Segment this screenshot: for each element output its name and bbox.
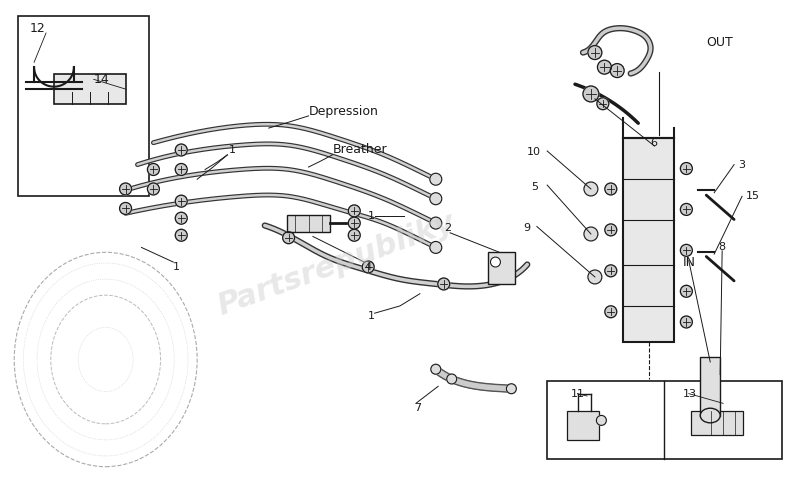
Circle shape xyxy=(119,202,131,215)
Text: 14: 14 xyxy=(94,73,110,86)
Text: Depression: Depression xyxy=(309,104,378,118)
Circle shape xyxy=(605,265,617,277)
Circle shape xyxy=(438,278,450,290)
Circle shape xyxy=(490,257,501,267)
Text: 8: 8 xyxy=(718,243,726,252)
Text: 10: 10 xyxy=(527,147,542,157)
Circle shape xyxy=(348,217,360,229)
Bar xyxy=(286,215,330,232)
Text: 1: 1 xyxy=(229,145,236,155)
Circle shape xyxy=(506,384,516,393)
Circle shape xyxy=(175,212,187,224)
Circle shape xyxy=(147,164,159,175)
Circle shape xyxy=(430,173,442,185)
Text: 2: 2 xyxy=(444,223,451,233)
Circle shape xyxy=(597,98,609,110)
Circle shape xyxy=(681,285,692,297)
Bar xyxy=(54,74,126,104)
Circle shape xyxy=(175,144,187,156)
Bar xyxy=(700,357,720,416)
Text: 1: 1 xyxy=(368,311,375,320)
Circle shape xyxy=(605,183,617,195)
Text: 3: 3 xyxy=(738,160,745,170)
Bar xyxy=(487,252,515,284)
Circle shape xyxy=(681,316,692,328)
Circle shape xyxy=(583,86,599,102)
Text: 11: 11 xyxy=(571,389,585,398)
Circle shape xyxy=(681,245,692,256)
Circle shape xyxy=(348,205,360,217)
Circle shape xyxy=(431,364,441,374)
Circle shape xyxy=(446,374,457,384)
Circle shape xyxy=(175,195,187,207)
Circle shape xyxy=(584,227,598,241)
Circle shape xyxy=(584,182,598,196)
Text: 12: 12 xyxy=(30,22,46,35)
Circle shape xyxy=(681,163,692,174)
Circle shape xyxy=(605,306,617,318)
Bar xyxy=(18,16,150,196)
Text: 5: 5 xyxy=(531,181,538,192)
Circle shape xyxy=(430,217,442,229)
Bar xyxy=(622,138,674,343)
Circle shape xyxy=(597,416,606,425)
Circle shape xyxy=(147,183,159,195)
Circle shape xyxy=(588,270,602,284)
Circle shape xyxy=(430,193,442,205)
Text: Breather: Breather xyxy=(332,144,387,156)
Text: 6: 6 xyxy=(650,138,658,147)
Text: 9: 9 xyxy=(523,223,530,233)
Circle shape xyxy=(175,229,187,241)
Circle shape xyxy=(610,64,624,77)
Circle shape xyxy=(605,224,617,236)
Circle shape xyxy=(348,229,360,241)
Bar xyxy=(547,381,782,460)
Text: 1: 1 xyxy=(174,262,180,272)
Text: 7: 7 xyxy=(414,403,422,413)
Text: 1: 1 xyxy=(368,211,375,221)
Text: 4: 4 xyxy=(364,262,371,272)
Circle shape xyxy=(588,46,602,59)
Text: Partsrepubliky: Partsrepubliky xyxy=(214,208,459,321)
Circle shape xyxy=(681,203,692,216)
Text: 15: 15 xyxy=(746,191,760,201)
Ellipse shape xyxy=(14,252,197,466)
Text: OUT: OUT xyxy=(706,36,733,49)
Circle shape xyxy=(362,261,374,273)
Circle shape xyxy=(119,183,131,195)
Circle shape xyxy=(598,60,611,74)
Circle shape xyxy=(430,242,442,253)
Ellipse shape xyxy=(50,295,161,424)
Bar xyxy=(567,411,599,440)
Bar xyxy=(691,411,743,435)
Text: 13: 13 xyxy=(682,389,696,398)
Circle shape xyxy=(282,232,294,244)
Ellipse shape xyxy=(700,408,720,423)
Circle shape xyxy=(502,270,514,283)
Circle shape xyxy=(175,164,187,175)
Text: IN: IN xyxy=(682,256,695,269)
